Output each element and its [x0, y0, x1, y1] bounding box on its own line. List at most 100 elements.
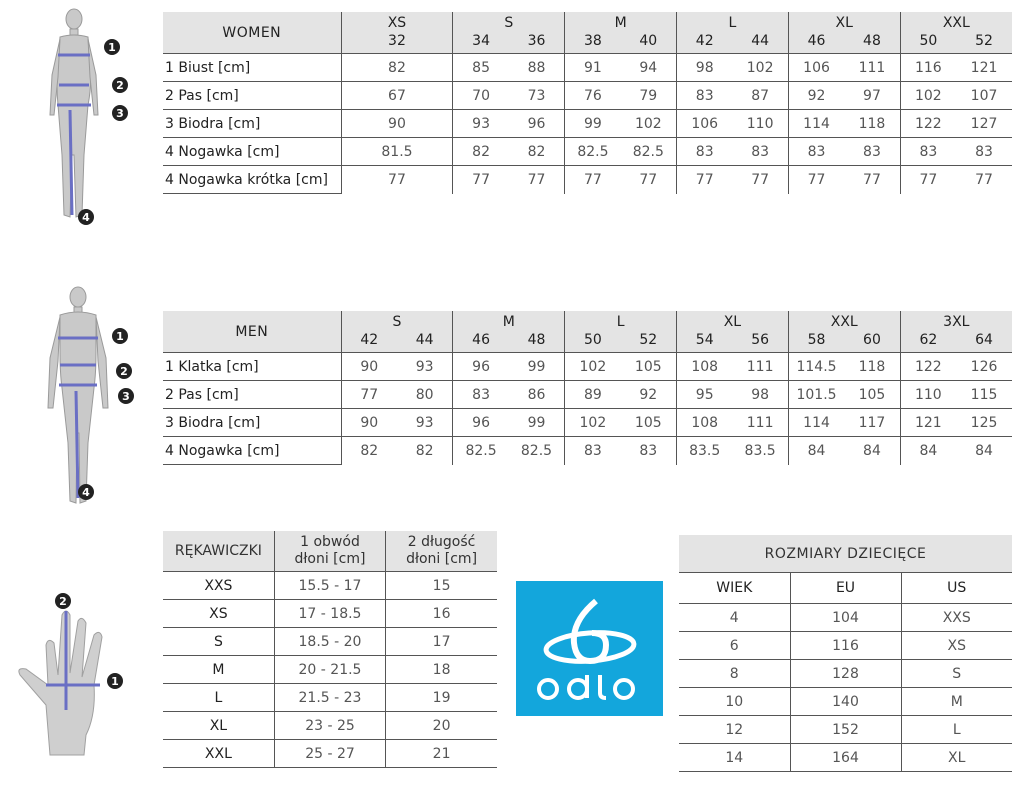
- value-cell: 83: [564, 436, 621, 465]
- value-cell: 17: [385, 627, 497, 656]
- value-cell: 84: [956, 436, 1012, 465]
- value-cell: 152: [789, 715, 901, 744]
- value-cell: 83: [844, 137, 901, 166]
- value-cell: 77: [676, 165, 733, 194]
- value-cell: 102: [899, 81, 957, 110]
- size-label: XXS: [163, 571, 275, 600]
- value-cell: 82: [340, 436, 397, 465]
- column-header: 2 długość dłoni [cm]: [385, 531, 497, 572]
- table-row: 14 164 XL: [679, 743, 1012, 772]
- svg-text:2: 2: [120, 365, 128, 378]
- table-row: 8 128 S: [679, 659, 1012, 688]
- value-cell: 90: [340, 109, 453, 138]
- size-label: XXL: [163, 739, 275, 768]
- value-cell: 23 - 25: [273, 711, 386, 740]
- women-size-table: WOMEN XS S M L XL XXL 32 34 36 38 40 42 44 46 48 50 52 1 B…: [163, 12, 1012, 196]
- table-row: 6 116 XS: [679, 631, 1012, 660]
- value-cell: 83: [787, 137, 845, 166]
- odlo-logo: [516, 581, 663, 716]
- value-cell: 20: [385, 711, 497, 740]
- size-header: 34: [452, 32, 509, 54]
- value-cell: 92: [620, 380, 677, 409]
- value-cell: 140: [789, 687, 901, 716]
- table-row: XS 17 - 18.5 16: [163, 599, 497, 628]
- value-cell: 79: [620, 81, 677, 110]
- row-label: 4 Nogawka [cm]: [163, 436, 342, 465]
- value-cell: 99: [564, 109, 621, 138]
- size-header: 46: [452, 331, 509, 353]
- value-cell: 87: [732, 81, 789, 110]
- value-cell: 12: [679, 715, 790, 744]
- men-size-table: MEN S M L XL XXL 3XL 42 44 46 48 50 52 54 56 58 60 62 64 1 …: [163, 311, 1012, 467]
- value-cell: 111: [732, 408, 789, 437]
- value-cell: 67: [340, 81, 453, 110]
- table-row: 1 Klatka [cm] 90 93 96 99 102 105 108 111 114.5 11…: [163, 352, 1012, 381]
- value-cell: 97: [844, 81, 901, 110]
- size-group-header: 3XL: [899, 311, 1012, 331]
- value-cell: 116: [789, 631, 901, 660]
- odlo-logo-mark: [537, 598, 637, 700]
- value-cell: 77: [340, 380, 397, 409]
- table-row: 4 Nogawka krótka [cm] 77 77 77 77 77 77 77 77 77 7…: [163, 165, 1012, 194]
- svg-text:2: 2: [116, 79, 124, 92]
- value-cell: 16: [385, 599, 497, 628]
- size-label: M: [163, 655, 275, 684]
- svg-text:4: 4: [82, 486, 90, 499]
- size-header: 56: [751, 332, 770, 348]
- value-cell: 110: [732, 109, 789, 138]
- value-cell: 122: [899, 352, 957, 381]
- value-cell: 83: [732, 137, 789, 166]
- value-cell: 80: [396, 380, 453, 409]
- row-label: 3 Biodra [cm]: [163, 408, 342, 437]
- value-cell: 15.5 - 17: [273, 571, 386, 600]
- value-cell: 84: [899, 436, 957, 465]
- value-cell: 102: [732, 53, 789, 82]
- value-cell: 4: [679, 603, 790, 632]
- value-cell: 84: [844, 436, 901, 465]
- value-cell: 19: [385, 683, 497, 712]
- value-cell: XL: [900, 743, 1012, 772]
- size-header: 36: [527, 33, 546, 49]
- value-cell: 77: [620, 165, 677, 194]
- size-label: XL: [163, 711, 275, 740]
- value-cell: 121: [956, 53, 1012, 82]
- value-cell: 116: [899, 53, 957, 82]
- value-cell: 85: [452, 53, 509, 82]
- size-header: 44: [415, 332, 434, 348]
- value-cell: 96: [452, 408, 509, 437]
- size-group-header: XS: [340, 12, 453, 32]
- size-header: 48: [527, 332, 546, 348]
- value-cell: 105: [844, 380, 901, 409]
- table-row: XXL 25 - 27 21: [163, 739, 497, 768]
- value-cell: 82: [396, 436, 453, 465]
- row-label: 2 Pas [cm]: [163, 81, 342, 110]
- table-row: 2 Pas [cm] 67 70 73 76 79 83 87 92 97 102 107: [163, 81, 1012, 110]
- value-cell: 93: [452, 109, 509, 138]
- gloves-size-table: RĘKAWICZKI 1 obwód dłoni [cm] 2 długość dł…: [163, 531, 497, 768]
- size-group-header: XXL: [899, 12, 1012, 32]
- table-row: L 21.5 - 23 19: [163, 683, 497, 712]
- value-cell: 126: [956, 352, 1012, 381]
- table-row: 2 Pas [cm] 77 80 83 86 89 92 95 98 101.5 105 110 115: [163, 380, 1012, 409]
- value-cell: 83: [620, 436, 677, 465]
- value-cell: 77: [508, 165, 565, 194]
- value-cell: 83.5: [676, 436, 733, 465]
- value-cell: 108: [676, 352, 733, 381]
- value-cell: 88: [508, 53, 565, 82]
- table-row: 10 140 M: [679, 687, 1012, 716]
- table-row: 1 Biust [cm] 82 85 88 91 94 98 102 106 111 116 121: [163, 53, 1012, 82]
- svg-text:1: 1: [111, 675, 119, 688]
- value-cell: 122: [899, 109, 957, 138]
- value-cell: 73: [508, 81, 565, 110]
- size-header: 52: [975, 33, 993, 49]
- size-header: 42: [340, 331, 397, 353]
- value-cell: 86: [508, 380, 565, 409]
- column-header: WIEK: [716, 580, 753, 596]
- value-cell: 128: [789, 659, 901, 688]
- kids-size-table: ROZMIARY DZIECIĘCE WIEK EU US 4 104 XXS 6 116 XS 8…: [679, 535, 1012, 772]
- table-title: WOMEN: [222, 24, 282, 41]
- value-cell: 89: [564, 380, 621, 409]
- table-title: MEN: [235, 323, 269, 340]
- value-cell: 114.5: [787, 352, 845, 381]
- value-cell: 83: [899, 137, 957, 166]
